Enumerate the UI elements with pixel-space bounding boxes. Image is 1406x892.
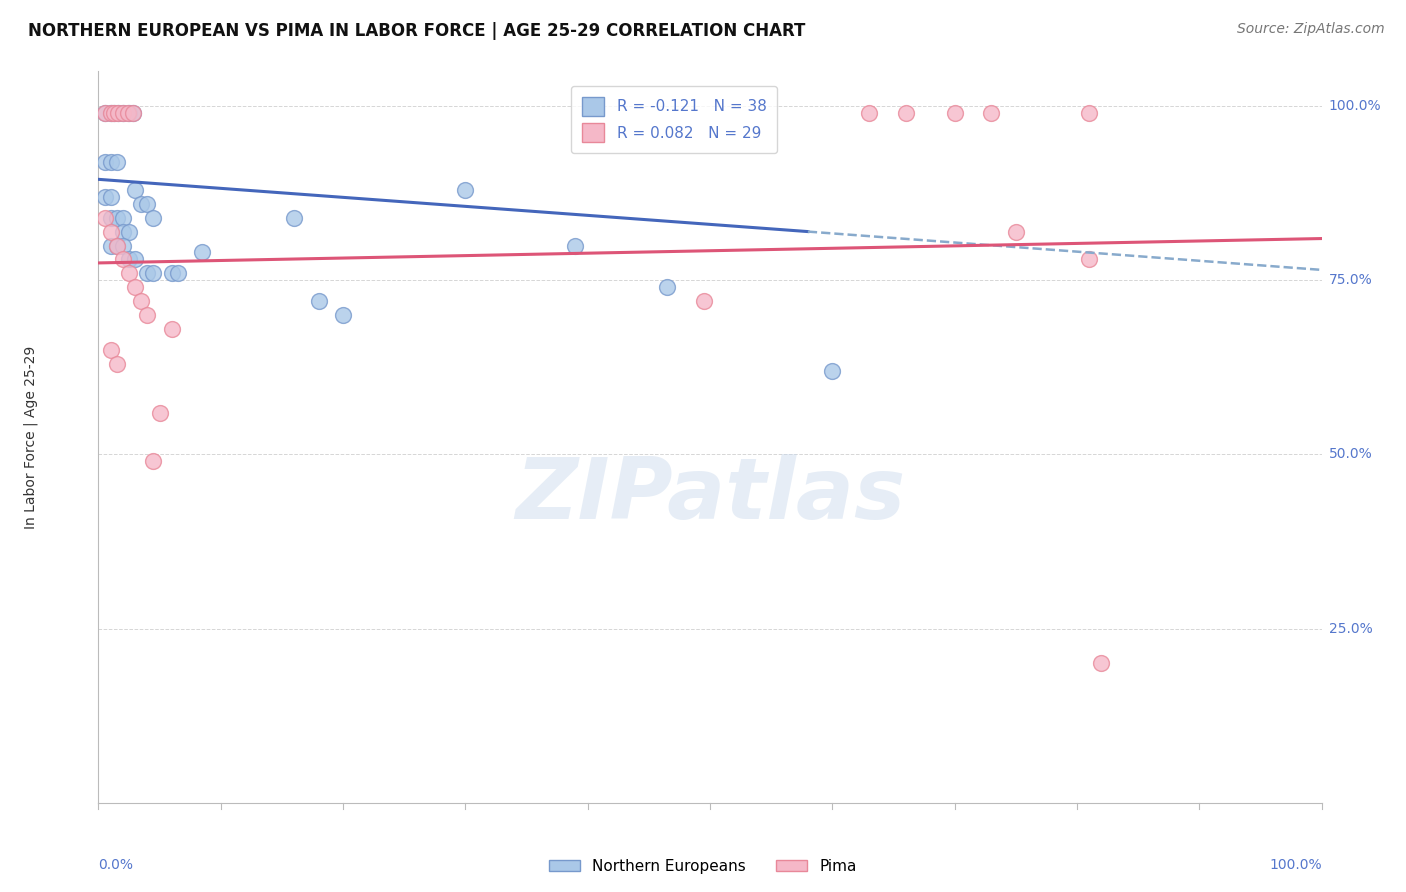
Point	[100, 106, 122, 120]
Point	[121, 106, 143, 120]
Point	[454, 183, 477, 197]
Point	[100, 211, 122, 225]
Point	[657, 280, 679, 294]
Point	[1078, 106, 1101, 120]
Point	[1078, 252, 1101, 267]
Point	[111, 211, 134, 225]
Point	[105, 238, 128, 252]
Point	[191, 245, 214, 260]
Point	[160, 266, 183, 280]
Point	[93, 190, 115, 204]
Point	[124, 280, 146, 294]
Text: 75.0%: 75.0%	[1329, 273, 1372, 287]
Point	[129, 294, 152, 309]
Point	[124, 252, 146, 267]
Point	[105, 155, 128, 169]
Point	[118, 266, 141, 280]
Point	[943, 106, 966, 120]
Point	[100, 238, 122, 252]
Point	[308, 294, 330, 309]
Point	[93, 106, 115, 120]
Text: 100.0%: 100.0%	[1329, 99, 1381, 113]
Text: In Labor Force | Age 25-29: In Labor Force | Age 25-29	[24, 345, 38, 529]
Point	[111, 252, 134, 267]
Legend: Northern Europeans, Pima: Northern Europeans, Pima	[543, 853, 863, 880]
Text: ZIPatlas: ZIPatlas	[515, 454, 905, 537]
Point	[117, 106, 139, 120]
Point	[118, 252, 141, 267]
Point	[103, 106, 125, 120]
Legend: R = -0.121   N = 38, R = 0.082   N = 29: R = -0.121 N = 38, R = 0.082 N = 29	[571, 87, 778, 153]
Point	[103, 106, 125, 120]
Point	[111, 106, 134, 120]
Point	[93, 155, 115, 169]
Point	[100, 225, 122, 239]
Point	[1004, 225, 1026, 239]
Point	[332, 308, 354, 322]
Point	[118, 106, 141, 120]
Point	[136, 266, 159, 280]
Point	[894, 106, 917, 120]
Point	[100, 343, 122, 357]
Point	[121, 106, 143, 120]
Text: 50.0%: 50.0%	[1329, 448, 1372, 461]
Point	[111, 225, 134, 239]
Point	[858, 106, 880, 120]
Point	[142, 266, 165, 280]
Point	[93, 211, 115, 225]
Point	[93, 106, 115, 120]
Point	[100, 106, 122, 120]
Point	[564, 238, 586, 252]
Point	[283, 211, 305, 225]
Point	[136, 196, 159, 211]
Text: 0.0%: 0.0%	[98, 858, 134, 871]
Text: NORTHERN EUROPEAN VS PIMA IN LABOR FORCE | AGE 25-29 CORRELATION CHART: NORTHERN EUROPEAN VS PIMA IN LABOR FORCE…	[28, 22, 806, 40]
Point	[111, 106, 134, 120]
Point	[821, 364, 844, 378]
Point	[160, 322, 183, 336]
Text: Source: ZipAtlas.com: Source: ZipAtlas.com	[1237, 22, 1385, 37]
Point	[167, 266, 190, 280]
Text: 100.0%: 100.0%	[1270, 858, 1322, 871]
Point	[111, 238, 134, 252]
Point	[105, 238, 128, 252]
Text: 25.0%: 25.0%	[1329, 622, 1372, 636]
Point	[124, 183, 146, 197]
Point	[107, 106, 129, 120]
Point	[100, 190, 122, 204]
Point	[1090, 657, 1112, 671]
Point	[118, 225, 141, 239]
Point	[105, 357, 128, 371]
Point	[136, 308, 159, 322]
Point	[149, 406, 172, 420]
Point	[142, 454, 165, 468]
Point	[100, 155, 122, 169]
Point	[693, 294, 716, 309]
Point	[980, 106, 1002, 120]
Point	[142, 211, 165, 225]
Point	[105, 211, 128, 225]
Point	[107, 106, 129, 120]
Point	[129, 196, 152, 211]
